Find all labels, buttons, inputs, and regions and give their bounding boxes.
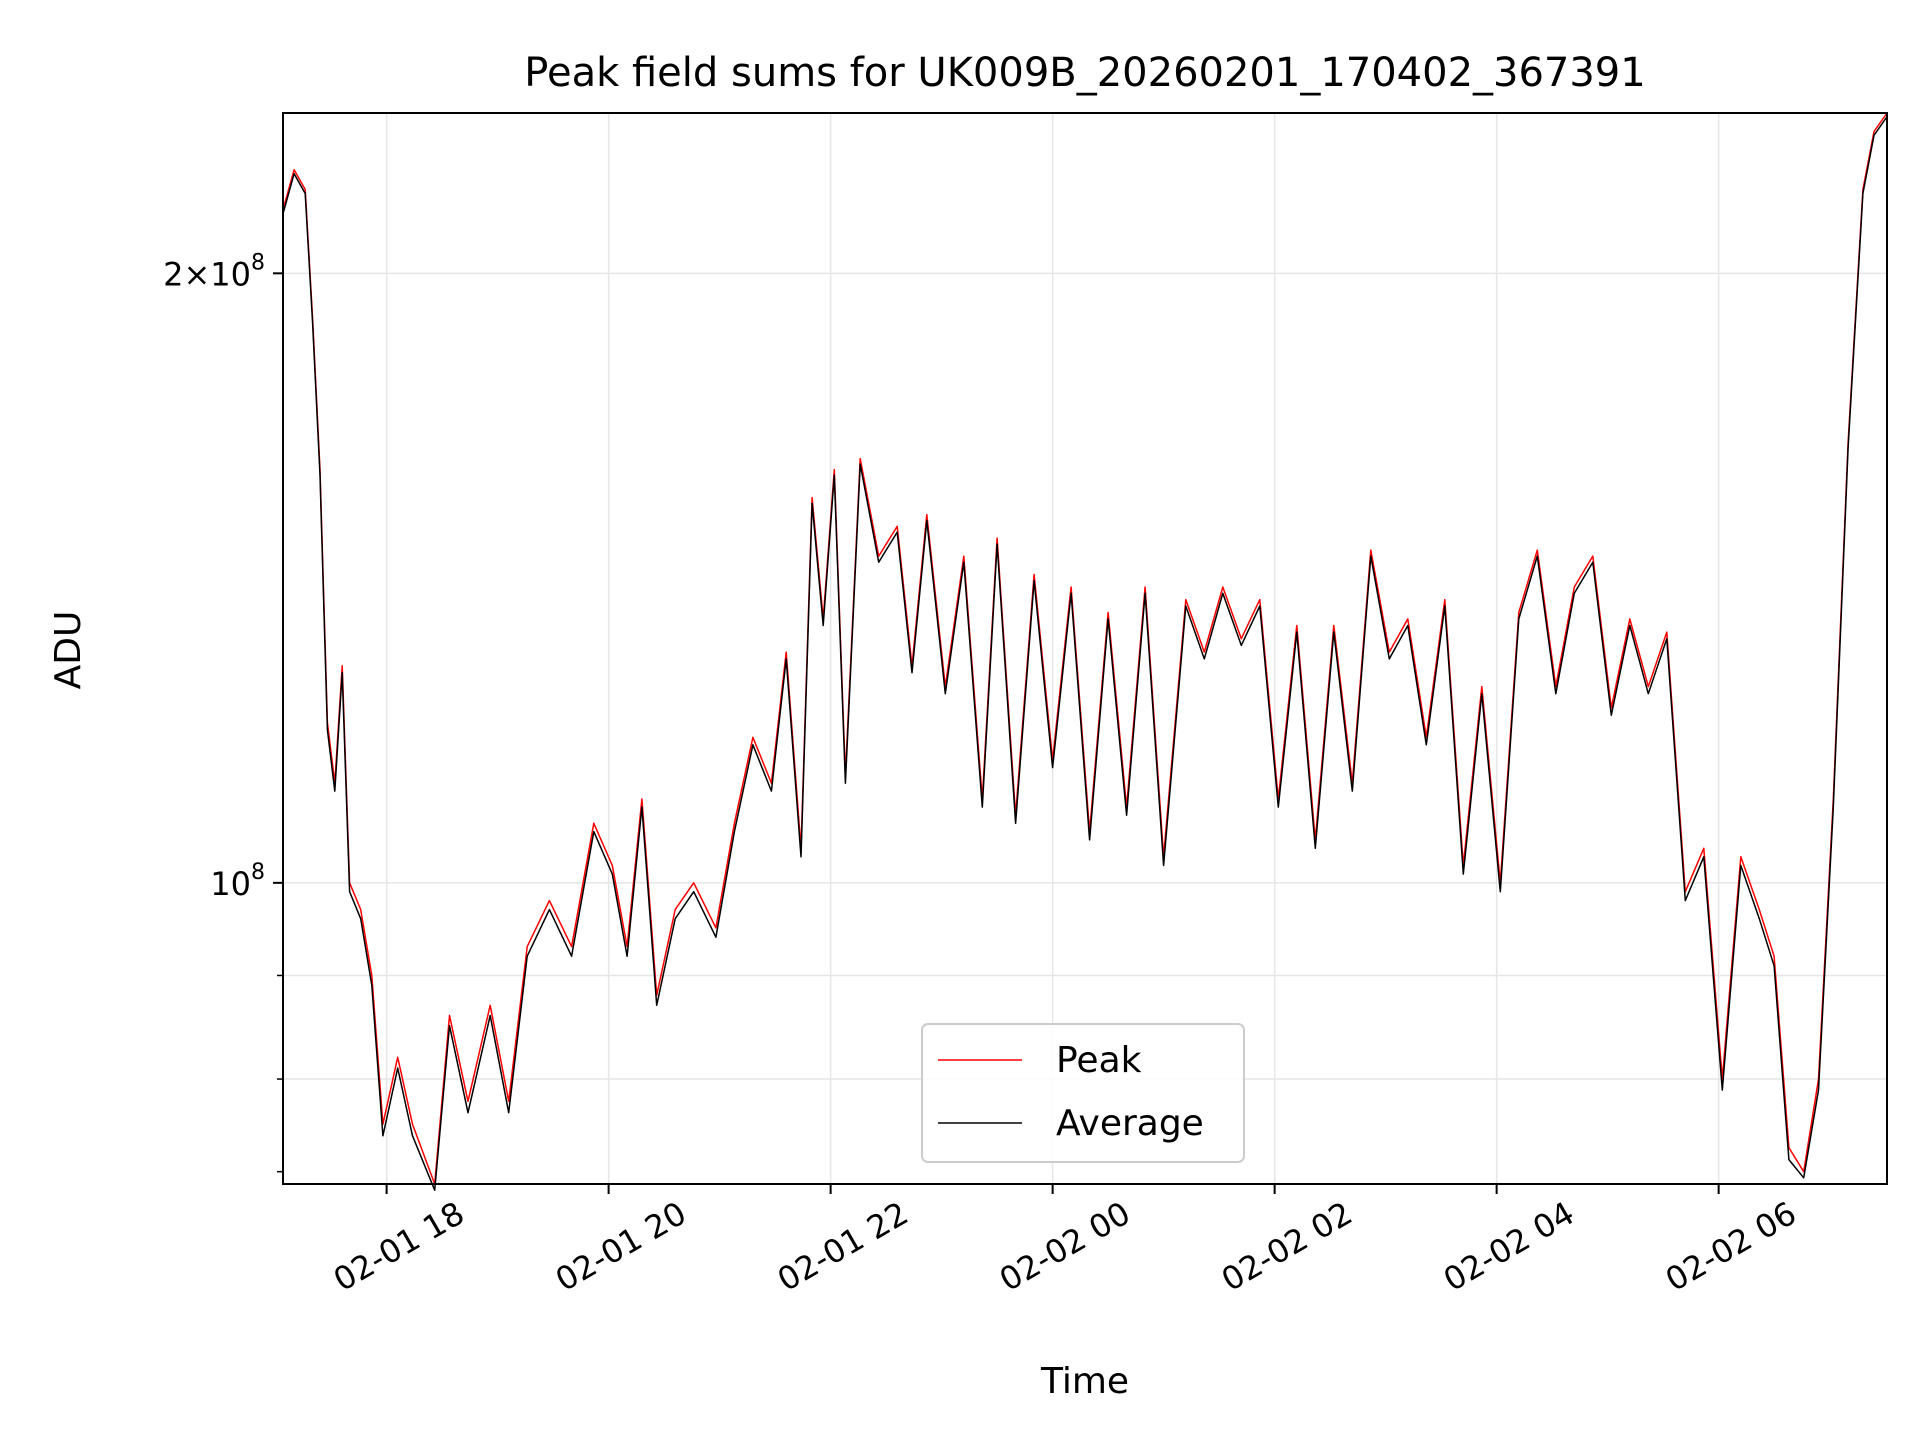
legend-box xyxy=(921,1023,1245,1163)
y-tick-label: 2×108 xyxy=(163,250,265,293)
legend-label-average: Average xyxy=(1056,1103,1204,1144)
legend: Peak Average xyxy=(921,1023,1245,1163)
x-axis-label: Time xyxy=(1040,1361,1129,1402)
y-tick-label: 108 xyxy=(210,860,265,903)
chart-title: Peak field sums for UK009B_20260201_1704… xyxy=(524,50,1645,96)
y-axis-label: ADU xyxy=(48,611,89,690)
legend-label-peak: Peak xyxy=(1056,1040,1142,1081)
plot-frame xyxy=(282,112,1888,1185)
series-line-average xyxy=(282,116,1888,1191)
series-layer xyxy=(282,112,1888,1191)
grid xyxy=(283,113,1887,1184)
